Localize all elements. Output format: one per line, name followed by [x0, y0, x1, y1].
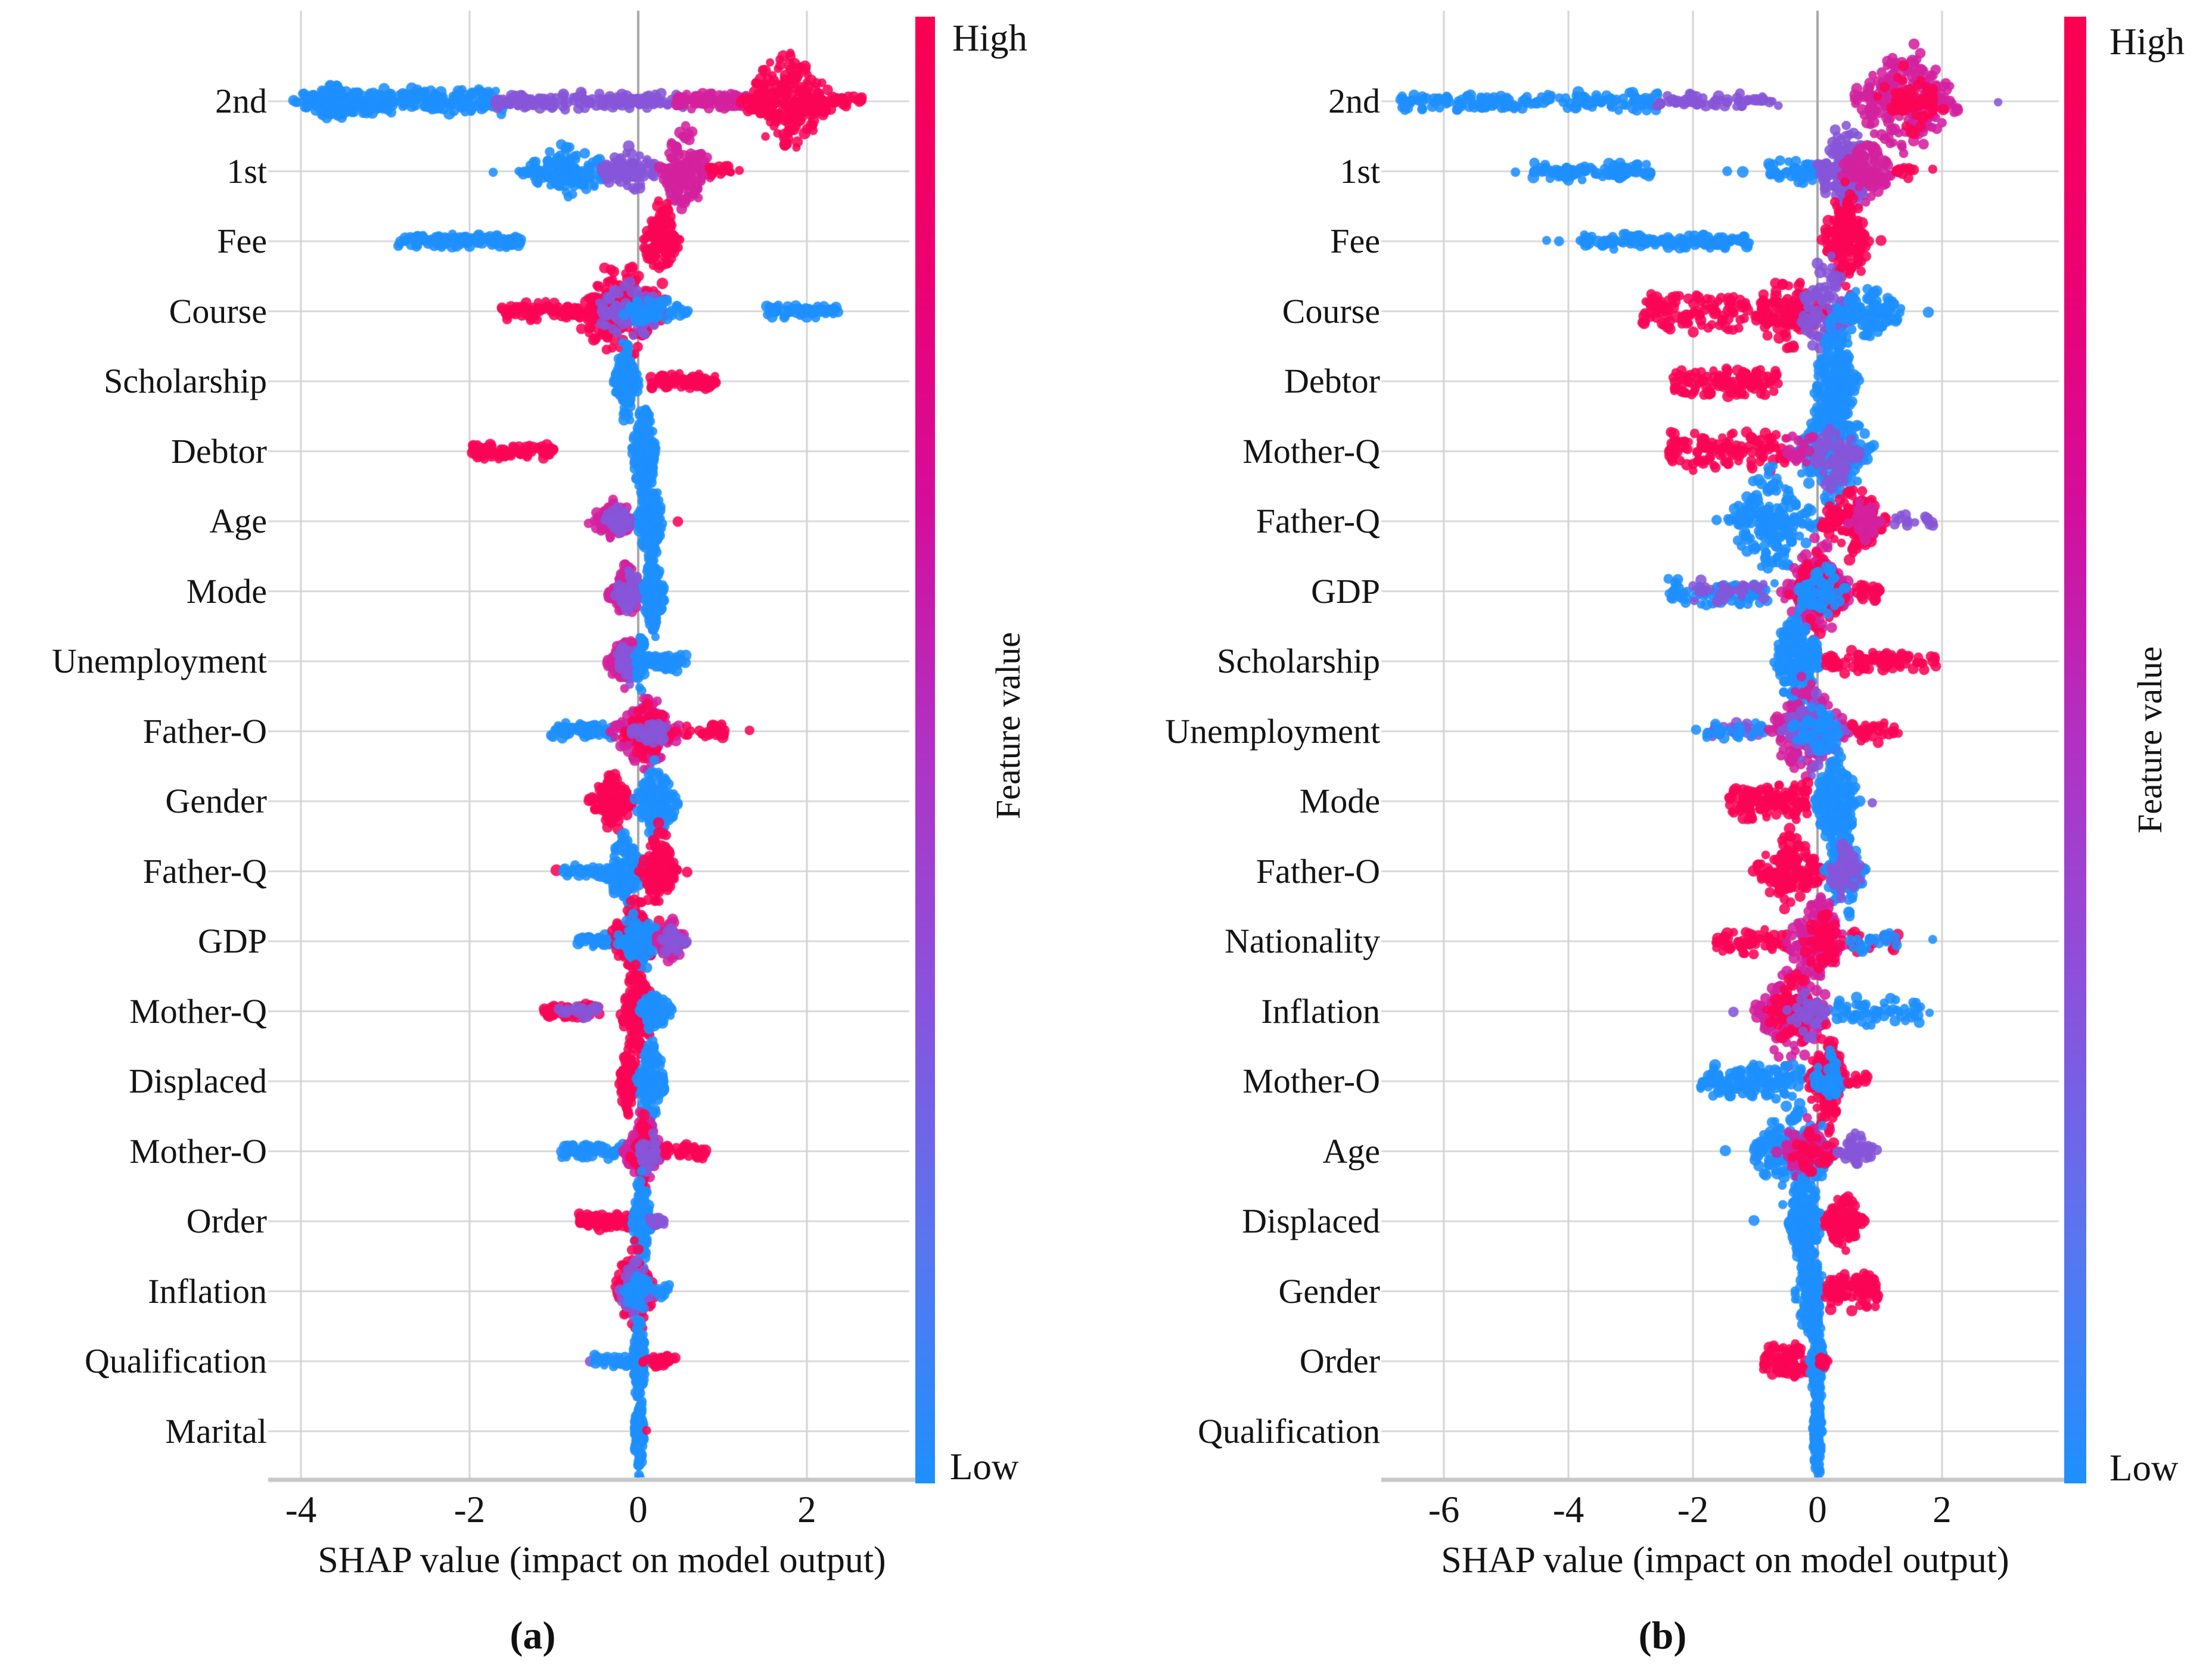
- feature-label: Age: [209, 502, 267, 540]
- colorbar-high-label-a: High: [952, 17, 1027, 59]
- feature-label: Mode: [186, 571, 267, 611]
- feature-label: Order: [186, 1202, 267, 1240]
- x-tick-label: -2: [453, 1489, 486, 1530]
- feature-label: Fee: [1330, 222, 1380, 260]
- x-tick-label: 0: [1808, 1489, 1827, 1530]
- feature-label: Order: [1299, 1342, 1380, 1380]
- feature-label: Inflation: [148, 1271, 267, 1311]
- x-tick-label: -4: [1552, 1489, 1585, 1530]
- feature-label: GDP: [1310, 571, 1380, 611]
- colorbar-title-b: Feature value: [2130, 646, 2169, 834]
- x-tick-label: -2: [1677, 1489, 1709, 1530]
- colorbar-low-label-b: Low: [2110, 1447, 2179, 1489]
- colorbar-b: [2064, 17, 2086, 1483]
- feature-label: 2nd: [215, 82, 267, 120]
- feature-label: Unemployment: [1165, 711, 1380, 751]
- feature-label: Qualification: [1197, 1411, 1380, 1451]
- feature-label: Gender: [165, 782, 267, 820]
- x-tick-label: 2: [797, 1489, 816, 1530]
- feature-label: Debtor: [170, 431, 267, 471]
- feature-label: Course: [169, 291, 267, 331]
- feature-label: Displaced: [1242, 1202, 1380, 1240]
- feature-label: Unemployment: [52, 642, 267, 680]
- x-tick-label: -4: [285, 1489, 317, 1530]
- feature-label: Course: [1282, 291, 1380, 331]
- colorbar-a: [915, 17, 935, 1483]
- x-tick-label: 2: [1933, 1489, 1952, 1530]
- feature-label: 2nd: [1328, 82, 1380, 120]
- feature-label: Father-O: [142, 711, 267, 751]
- colorbar-title-a: Feature value: [989, 632, 1027, 820]
- feature-label: Qualification: [84, 1342, 267, 1380]
- feature-label: 1st: [1340, 151, 1380, 191]
- feature-label: GDP: [197, 922, 267, 960]
- x-tick-label: 0: [629, 1489, 648, 1530]
- feature-label: Mother-Q: [129, 991, 267, 1031]
- colorbar-low-label-a: Low: [950, 1446, 1019, 1488]
- feature-label: Displaced: [129, 1062, 267, 1100]
- feature-label: Father-O: [1256, 851, 1380, 891]
- feature-label: Marital: [165, 1411, 267, 1451]
- feature-label: Mode: [1299, 782, 1380, 820]
- feature-label: Fee: [217, 222, 267, 260]
- feature-label: Father-Q: [142, 851, 267, 891]
- feature-label: Father-Q: [1256, 502, 1380, 540]
- feature-label: Age: [1322, 1131, 1380, 1171]
- x-tick-label: -6: [1428, 1489, 1460, 1530]
- feature-label: Mother-Q: [1242, 431, 1380, 471]
- caption-b: (b): [1638, 1614, 1687, 1657]
- feature-label: 1st: [226, 151, 267, 191]
- feature-label: Mother-O: [1242, 1062, 1380, 1100]
- feature-label: Inflation: [1261, 991, 1380, 1031]
- feature-label: Nationality: [1225, 922, 1380, 960]
- feature-label: Gender: [1278, 1271, 1380, 1311]
- x-axis-label-a: SHAP value (impact on model output): [318, 1540, 886, 1580]
- feature-label: Scholarship: [104, 362, 267, 400]
- caption-a: (a): [509, 1614, 556, 1657]
- colorbar-high-label-b: High: [2110, 21, 2185, 63]
- feature-label: Scholarship: [1217, 642, 1380, 680]
- feature-label: Debtor: [1284, 362, 1380, 400]
- feature-label: Mother-O: [129, 1131, 267, 1171]
- x-axis-label-b: SHAP value (impact on model output): [1441, 1540, 2009, 1580]
